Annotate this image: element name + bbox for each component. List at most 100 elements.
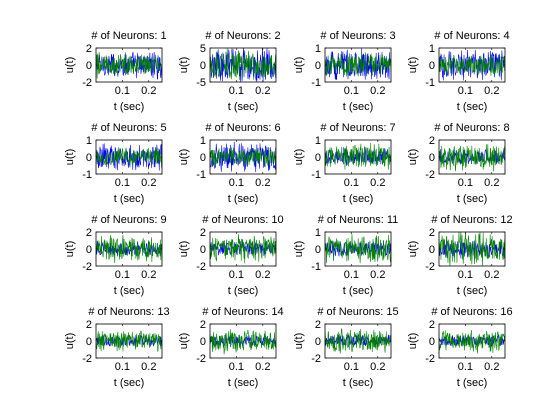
signal-trace-green	[210, 329, 276, 355]
subplot-title: # of Neurons: 9	[91, 214, 166, 226]
signal-trace-blue	[96, 334, 162, 348]
x-tick-label: 0.2	[255, 361, 270, 373]
y-tick-label: 2	[429, 227, 435, 239]
y-tick-label: 0	[315, 336, 321, 348]
y-tick-label: -1	[311, 261, 321, 273]
x-tick-label: 0.1	[115, 269, 130, 281]
y-tick-label: 2	[200, 227, 206, 239]
x-axis-label: t (sec)	[228, 193, 259, 205]
y-tick-label: 1	[200, 135, 206, 147]
y-tick-label: 5	[200, 43, 206, 55]
signal-trace-green	[439, 330, 505, 354]
x-axis-label: t (sec)	[457, 193, 488, 205]
signal-trace-blue	[210, 141, 276, 172]
signal-trace-green	[325, 143, 391, 170]
x-tick-label: 0.1	[344, 361, 359, 373]
y-tick-label: -2	[196, 261, 206, 273]
x-tick-label: 0.2	[370, 361, 385, 373]
x-tick-label: 0.1	[344, 177, 359, 189]
signal-trace-green	[325, 52, 391, 77]
x-tick-label: 0.2	[141, 361, 156, 373]
y-tick-label: 2	[429, 319, 435, 331]
signal-trace-green	[210, 234, 276, 264]
y-tick-label: -2	[425, 261, 435, 273]
signal-trace-blue	[96, 143, 162, 171]
y-axis-label: u(t)	[178, 333, 190, 350]
y-tick-label: 1	[315, 135, 321, 147]
x-tick-label: 0.1	[344, 269, 359, 281]
x-axis-label: t (sec)	[114, 285, 145, 297]
subplot-title: # of Neurons: 16	[431, 306, 512, 318]
subplot-4: # of Neurons: 4 0.1 0.2 1 0 -1 t (sec) u(t)	[407, 30, 510, 113]
subplot-title: # of Neurons: 12	[431, 214, 512, 226]
subplot-title: # of Neurons: 1	[91, 30, 166, 42]
x-axis-label: t (sec)	[228, 285, 259, 297]
x-tick-label: 0.1	[229, 177, 244, 189]
x-tick-label: 0.2	[255, 85, 270, 97]
subplot-10: # of Neurons: 10 0.1 0.2 2 0 -2 t (sec) u(t)	[178, 214, 284, 297]
subplot-1: # of Neurons: 1 0.1 0.2 2 0 -2 t (sec) u(t)	[64, 30, 167, 113]
x-tick-label: 0.2	[484, 177, 499, 189]
subplot-title: # of Neurons: 3	[320, 30, 395, 42]
y-tick-label: 0	[86, 152, 92, 164]
subplot-title: # of Neurons: 2	[205, 30, 280, 42]
x-tick-label: 0.2	[484, 269, 499, 281]
x-tick-label: 0.1	[344, 85, 359, 97]
y-axis-label: u(t)	[407, 241, 419, 258]
signal-trace-green	[96, 330, 162, 353]
y-tick-label: 2	[86, 227, 92, 239]
x-tick-label: 0.1	[229, 85, 244, 97]
subplot-8: # of Neurons: 8 0.1 0.2 2 0 -2 t (sec) u(t)	[407, 122, 510, 205]
y-tick-label: -1	[82, 169, 92, 181]
y-tick-label: 0	[200, 152, 206, 164]
x-tick-label: 0.2	[141, 177, 156, 189]
subplot-3: # of Neurons: 3 0.1 0.2 1 0 -1 t (sec) u(t)	[293, 30, 396, 113]
y-tick-label: 0	[200, 336, 206, 348]
y-tick-label: -5	[196, 77, 206, 89]
subplot-title: # of Neurons: 14	[202, 306, 283, 318]
x-tick-label: 0.1	[115, 177, 130, 189]
x-axis-label: t (sec)	[457, 285, 488, 297]
x-tick-label: 0.1	[115, 85, 130, 97]
y-tick-label: -2	[82, 353, 92, 365]
y-axis-label: u(t)	[64, 333, 76, 350]
y-axis-label: u(t)	[64, 57, 76, 74]
y-tick-label: -2	[425, 169, 435, 181]
subplot-title: # of Neurons: 7	[320, 122, 395, 134]
y-tick-label: -2	[82, 261, 92, 273]
subplot-12: # of Neurons: 12 0.1 0.2 2 0 -2 t (sec) u(t)	[407, 214, 513, 297]
x-axis-label: t (sec)	[114, 101, 145, 113]
x-tick-label: 0.1	[458, 361, 473, 373]
x-axis-label: t (sec)	[457, 101, 488, 113]
y-axis-label: u(t)	[178, 149, 190, 166]
y-axis-label: u(t)	[407, 333, 419, 350]
y-tick-label: -1	[311, 169, 321, 181]
y-tick-label: 1	[315, 43, 321, 55]
x-tick-label: 0.1	[229, 269, 244, 281]
y-tick-label: 2	[315, 319, 321, 331]
subplot-title: # of Neurons: 5	[91, 122, 166, 134]
x-tick-label: 0.2	[370, 269, 385, 281]
signal-trace-green	[96, 147, 162, 166]
y-tick-label: 0	[429, 336, 435, 348]
subplot-title: # of Neurons: 8	[434, 122, 509, 134]
y-axis-label: u(t)	[293, 149, 305, 166]
signal-trace-green	[96, 51, 162, 80]
y-tick-label: -2	[82, 77, 92, 89]
x-tick-label: 0.1	[115, 361, 130, 373]
subplot-title: # of Neurons: 13	[88, 306, 169, 318]
subplot-title: # of Neurons: 11	[318, 214, 399, 226]
x-tick-label: 0.2	[484, 361, 499, 373]
x-tick-label: 0.2	[141, 269, 156, 281]
signal-trace-green	[439, 144, 505, 172]
subplot-11: # of Neurons: 11 0.1 0.2 1 0 -1 t (sec) u(t)	[293, 214, 398, 297]
y-tick-label: 0	[429, 244, 435, 256]
subplot-title: # of Neurons: 6	[205, 122, 280, 134]
y-axis-label: u(t)	[407, 149, 419, 166]
x-axis-label: t (sec)	[343, 101, 374, 113]
signal-trace-green	[325, 328, 391, 354]
y-axis-label: u(t)	[293, 57, 305, 74]
x-axis-label: t (sec)	[343, 193, 374, 205]
y-tick-label: 0	[315, 60, 321, 72]
